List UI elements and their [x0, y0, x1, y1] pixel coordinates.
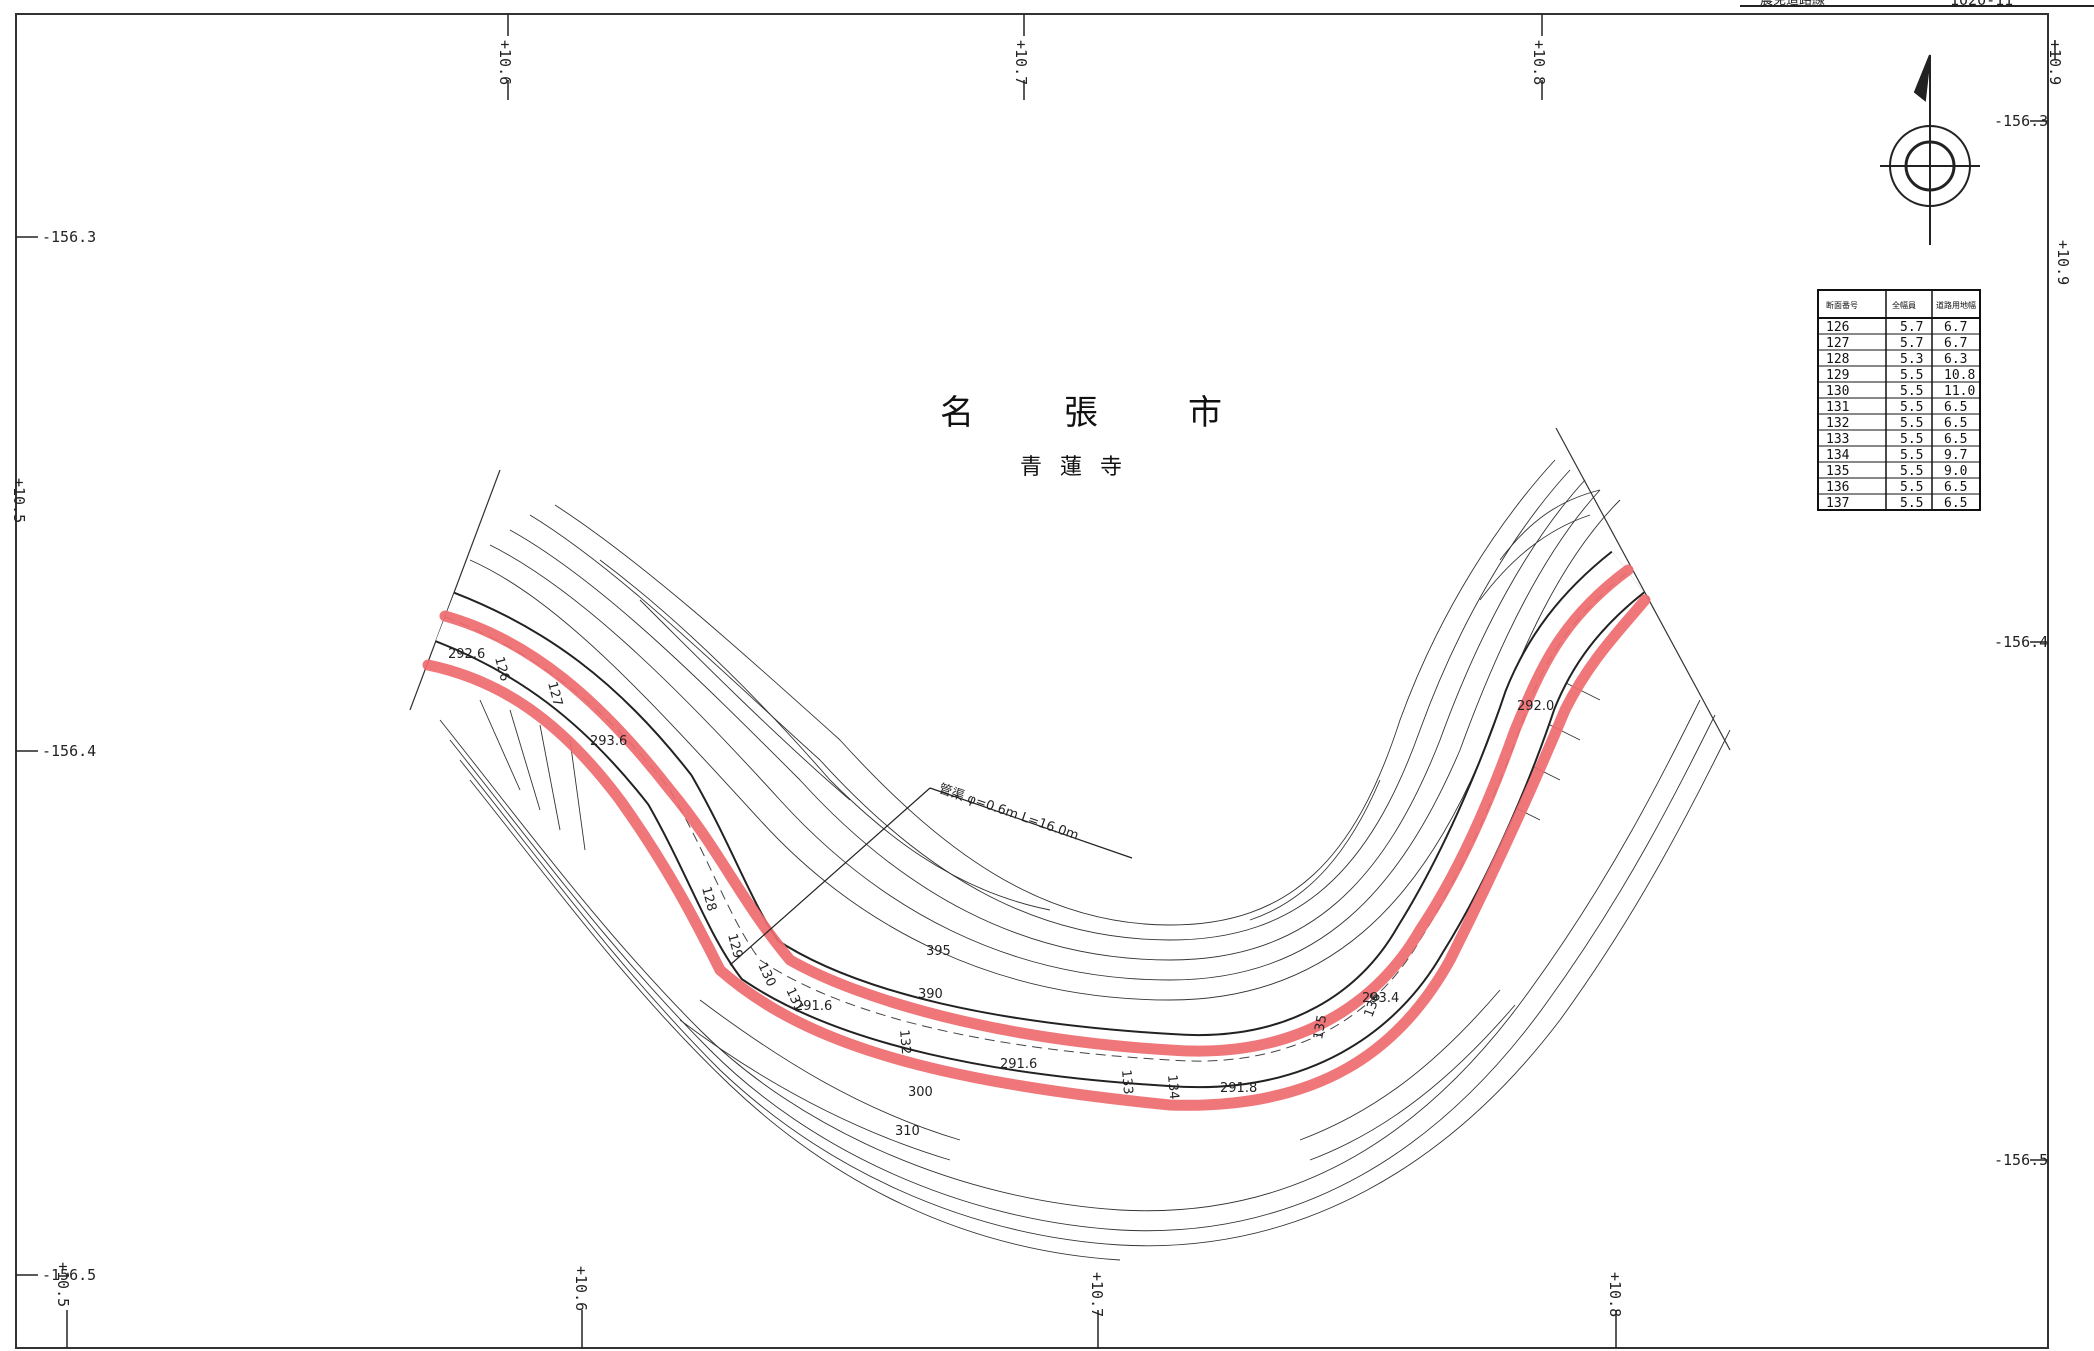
grid-label-bottom-2: +10.6 — [572, 1266, 590, 1311]
elevation-label: 293.4 — [1362, 991, 1399, 1006]
table-cell: 131 — [1826, 400, 1849, 415]
table-cell: 5.5 — [1900, 496, 1923, 511]
table-cell: 5.5 — [1900, 400, 1923, 415]
grid-ticks-bottom — [66, 1310, 1617, 1348]
table-cell: 136 — [1826, 480, 1849, 495]
grid-ticks-right — [2030, 120, 2048, 1161]
table-cell: 6.5 — [1944, 416, 1967, 431]
contour-label: 300 — [908, 1085, 933, 1100]
table-cell: 129 — [1826, 368, 1849, 383]
station-label: 128 — [698, 885, 719, 913]
elevation-label: 292.6 — [448, 647, 485, 662]
culvert-leader — [729, 787, 1133, 966]
grid-ticks-top — [507, 14, 2056, 100]
station-label: 132 — [896, 1029, 913, 1055]
elevation-label: 292.0 — [1517, 699, 1554, 714]
grid-ticks-left — [16, 236, 38, 1276]
table-header: 断面番号 — [1826, 300, 1858, 310]
table-cell: 5.5 — [1900, 416, 1923, 431]
grid-label-right-2: +10.9 — [2054, 240, 2072, 285]
grid-label-left-2: +10.5 — [10, 478, 28, 523]
table-cell: 128 — [1826, 352, 1849, 367]
table-cell: 5.5 — [1900, 432, 1923, 447]
grid-label-top-3: +10.8 — [1530, 40, 1548, 85]
table-cell: 5.5 — [1900, 480, 1923, 495]
elevation-label: 291.8 — [1220, 1081, 1257, 1096]
contour-label: 395 — [926, 944, 951, 959]
table-cell: 134 — [1826, 448, 1850, 463]
table-cell: 5.3 — [1900, 352, 1923, 367]
table-cell: 6.5 — [1944, 400, 1967, 415]
table-cell: 5.5 — [1900, 368, 1923, 383]
table-cell: 5.7 — [1900, 320, 1923, 335]
grid-label-left-1: -156.3 — [42, 228, 96, 246]
table-cell: 5.5 — [1900, 464, 1923, 479]
grid-label-left-4: -156.5 — [42, 1266, 96, 1284]
table-cell: 9.0 — [1944, 464, 1967, 479]
grid-label-bottom-4: +10.8 — [1606, 1272, 1624, 1317]
table-cell: 130 — [1826, 384, 1849, 399]
grid-label-top-1: +10.6 — [496, 40, 514, 85]
table-cell: 5.5 — [1900, 448, 1923, 463]
table-cell: 6.5 — [1944, 480, 1967, 495]
grid-label-top-4: +10.9 — [2046, 40, 2064, 85]
grid-label-bottom-1: +10.5 — [54, 1262, 72, 1307]
grid-label-bottom-3: +10.7 — [1088, 1272, 1106, 1317]
grid-label-right-4: -156.5 — [1994, 1151, 2048, 1169]
corner-label: 農免道路線 — [1760, 0, 1825, 8]
sheet-number: 1020-11 — [1950, 0, 2013, 9]
culvert-label: 管渠 φ=0.6m L=16.0m — [937, 782, 1081, 844]
grid-label-right-1: -156.3 — [1994, 112, 2048, 130]
road-boundary-highlight — [422, 564, 1651, 1111]
corner-title-block: 農免道路線 1020-11 — [1740, 0, 2094, 9]
elevation-label: 291.6 — [795, 999, 832, 1014]
section-width-table: 断面番号 全幅員 道路用地幅 126 5.7 6.7 127 5.7 6.7 128 5.3 6… — [1817, 289, 1981, 511]
table-cell: 11.0 — [1944, 384, 1975, 399]
table-cell: 6.7 — [1944, 336, 1967, 351]
elevation-label: 293.6 — [590, 734, 627, 749]
table-cell: 126 — [1826, 320, 1849, 335]
elevation-label: 291.6 — [1000, 1057, 1037, 1072]
grid-label-right-3: -156.4 — [1994, 633, 2048, 651]
city-name: 名張市 — [940, 393, 1312, 433]
table-cell: 127 — [1826, 336, 1849, 351]
table-cell: 9.7 — [1944, 448, 1967, 463]
station-label: 129 — [724, 932, 745, 960]
district-name: 青蓮寺 — [1020, 455, 1140, 480]
contour-label: 310 — [895, 1124, 920, 1139]
station-label: 133 — [1118, 1069, 1135, 1095]
station-label: 126 — [491, 655, 512, 683]
table-cell: 6.7 — [1944, 320, 1967, 335]
table-cell: 132 — [1826, 416, 1849, 431]
map-frame — [15, 13, 2049, 1349]
grid-label-top-2: +10.7 — [1012, 40, 1030, 85]
north-arrow-icon — [1880, 54, 1980, 245]
table-cell: 5.7 — [1900, 336, 1923, 351]
table-cell: 135 — [1826, 464, 1849, 479]
table-cell: 6.5 — [1944, 432, 1967, 447]
table-cell: 10.8 — [1944, 368, 1975, 383]
survey-line-left — [409, 469, 501, 711]
table-cell: 6.5 — [1944, 496, 1967, 511]
table-header: 道路用地幅 — [1936, 300, 1976, 310]
table-cell: 137 — [1826, 496, 1849, 511]
grid-label-left-3: -156.4 — [42, 742, 96, 760]
station-label: 135 — [1311, 1014, 1330, 1041]
table-header: 全幅員 — [1892, 300, 1916, 310]
table-cell: 6.3 — [1944, 352, 1967, 367]
contour-label: 390 — [918, 987, 943, 1002]
contour-lines — [439, 459, 1731, 1261]
table-cell: 5.5 — [1900, 384, 1923, 399]
station-label: 127 — [544, 680, 565, 708]
station-label: 134 — [1164, 1074, 1181, 1100]
survey-line-right — [1555, 427, 1731, 751]
table-cell: 133 — [1826, 432, 1849, 447]
table-body: 126 5.7 6.7 127 5.7 6.7 128 5.3 6.3 129 5.5 10.8 130… — [1818, 320, 1980, 511]
